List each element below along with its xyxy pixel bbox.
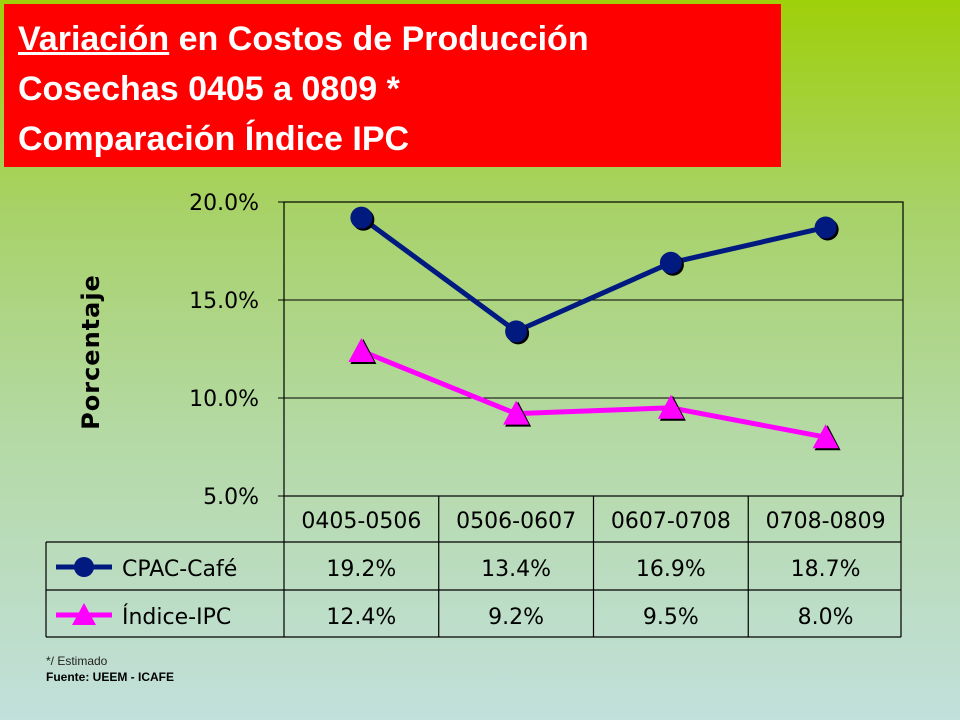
category-label: 0708-0809 — [766, 509, 886, 534]
data-point — [812, 424, 839, 449]
category-label: 0405-0506 — [301, 509, 421, 534]
footnote: */ Estimado — [46, 654, 108, 668]
legend-key-marker — [72, 603, 96, 625]
y-axis-title: Porcentaje — [77, 274, 105, 430]
category-label: 0506-0607 — [456, 509, 576, 534]
title-line-1: Variación en Costos de Producción — [18, 14, 781, 64]
title-line-3: Comparación Índice IPC — [18, 120, 410, 158]
data-point — [659, 251, 682, 274]
series-line — [359, 215, 827, 334]
y-tick-label: 15.0% — [189, 289, 259, 314]
series-line — [360, 348, 827, 440]
data-point — [505, 320, 528, 343]
title-underlined-word: Variación — [18, 20, 170, 58]
y-tick-label: 20.0% — [189, 191, 259, 216]
data-table-value: 8.0% — [798, 605, 854, 630]
data-point — [503, 400, 530, 425]
data-table-value: 12.4% — [326, 605, 396, 630]
legend-series-name: CPAC-Café — [122, 557, 237, 582]
legend-key-marker — [74, 557, 94, 577]
source-note: Fuente: UEEM - ICAFE — [46, 670, 174, 684]
category-label: 0607-0708 — [611, 509, 731, 534]
data-point — [657, 394, 684, 419]
data-table-value: 13.4% — [481, 557, 551, 582]
data-table-value: 9.2% — [488, 605, 544, 630]
title-line-1-rest: en Costos de Producción — [169, 20, 589, 58]
data-point — [350, 206, 373, 229]
data-table-value: 19.2% — [326, 557, 396, 582]
data-table-value: 9.5% — [643, 605, 699, 630]
data-point — [348, 337, 375, 362]
y-tick-label: 10.0% — [189, 387, 259, 412]
plot-area — [283, 201, 904, 497]
data-point — [814, 216, 837, 239]
legend-series-name: Índice-IPC — [122, 604, 231, 630]
data-table-value: 18.7% — [791, 557, 861, 582]
title-line-2: Cosechas 0405 a 0809 * — [18, 70, 400, 108]
y-tick-label: 5.0% — [203, 485, 259, 510]
data-table-value: 16.9% — [636, 557, 706, 582]
title-box: Variación en Costos de Producción Cosech… — [4, 4, 781, 167]
